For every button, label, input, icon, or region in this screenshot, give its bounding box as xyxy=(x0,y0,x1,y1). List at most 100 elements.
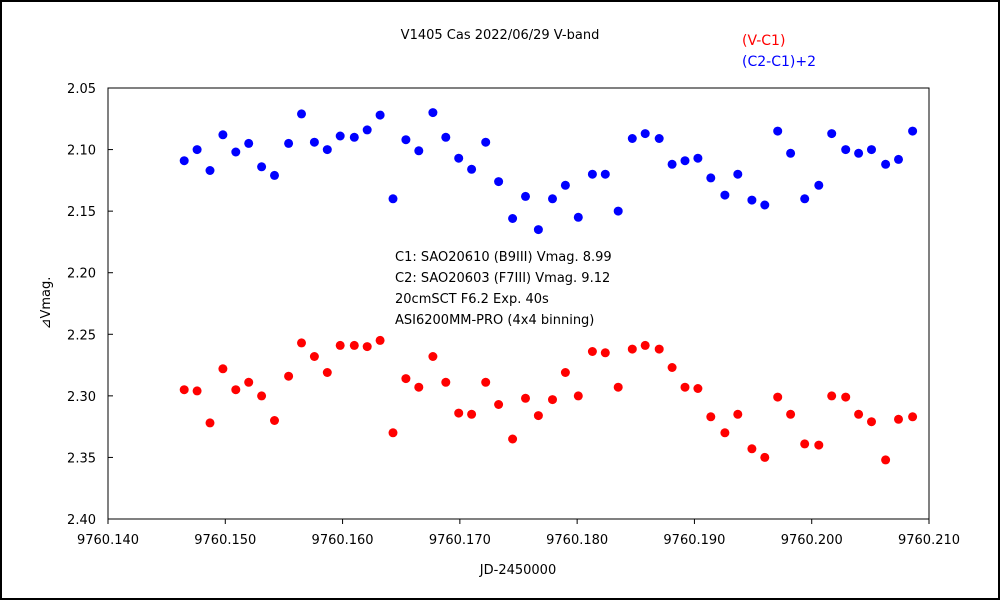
data-point xyxy=(362,342,372,352)
data-point xyxy=(322,145,332,155)
data-point xyxy=(297,109,306,119)
x-tick-label: 9760.150 xyxy=(194,533,256,548)
data-point xyxy=(881,455,891,465)
annotation-c1: C1: SAO20610 (B9III) Vmag. 8.99 xyxy=(395,250,612,265)
data-point xyxy=(814,440,824,450)
data-point xyxy=(231,147,241,157)
data-point xyxy=(388,428,398,438)
data-point xyxy=(800,439,810,449)
data-point xyxy=(640,340,650,350)
data-point xyxy=(760,452,770,462)
data-point xyxy=(814,180,824,190)
data-point xyxy=(388,194,398,204)
data-point xyxy=(441,132,451,142)
data-point xyxy=(257,162,267,172)
data-point xyxy=(800,194,810,204)
data-point xyxy=(881,159,891,169)
data-point xyxy=(179,156,189,166)
data-point xyxy=(786,409,796,419)
data-point xyxy=(654,134,664,143)
data-point xyxy=(428,352,438,361)
data-point xyxy=(257,391,267,401)
data-point xyxy=(349,132,359,142)
data-points xyxy=(179,108,918,465)
x-tick-label: 9760.140 xyxy=(77,533,139,548)
data-point xyxy=(335,131,345,141)
data-point xyxy=(218,364,228,374)
data-point xyxy=(627,344,637,354)
x-tick-label: 9760.160 xyxy=(312,533,374,548)
x-tick-label: 9760.200 xyxy=(781,533,843,548)
annotation-camera: ASI6200MM-PRO (4x4 binning) xyxy=(395,313,594,328)
data-point xyxy=(192,145,202,155)
x-tick-labels: 9760.140 9760.150 9760.160 9760.170 9760.180… xyxy=(77,533,960,548)
data-point xyxy=(600,348,610,358)
data-point xyxy=(414,382,424,392)
data-point xyxy=(218,130,228,140)
data-point xyxy=(533,411,543,421)
data-point xyxy=(401,374,411,384)
annotation-c2: C2: SAO20603 (F7III) Vmag. 9.12 xyxy=(395,271,610,286)
data-point xyxy=(587,169,597,179)
data-point xyxy=(454,153,464,163)
data-point xyxy=(894,154,903,164)
y-axis-label: ⊿Vmag. xyxy=(39,277,54,330)
data-point xyxy=(508,434,518,444)
data-point xyxy=(720,190,730,200)
series-c2-c1 xyxy=(179,108,918,235)
annotation-telescope: 20cmSCT F6.2 Exp. 40s xyxy=(395,292,549,307)
data-point xyxy=(600,169,610,179)
data-point xyxy=(640,129,650,139)
data-point xyxy=(720,428,730,438)
data-point xyxy=(362,125,372,135)
y-tick-label: 2.10 xyxy=(67,144,96,159)
data-point xyxy=(894,414,903,424)
data-point xyxy=(494,177,504,187)
plot-area xyxy=(107,87,930,520)
data-point xyxy=(680,382,690,392)
data-point xyxy=(613,206,623,216)
data-point xyxy=(375,335,385,345)
data-point xyxy=(706,173,716,183)
data-point xyxy=(309,352,319,361)
data-point xyxy=(481,137,491,147)
data-point xyxy=(521,191,530,201)
data-point xyxy=(284,138,294,148)
y-tick-label: 2.40 xyxy=(67,513,96,528)
data-point xyxy=(908,412,918,422)
y-tick-label: 2.30 xyxy=(67,390,96,405)
y-tick-labels: 2.05 2.10 2.15 2.20 2.25 2.30 2.35 2.40 xyxy=(67,82,96,528)
data-point xyxy=(335,340,345,350)
data-point xyxy=(270,416,279,425)
data-point xyxy=(192,386,202,396)
legend-entry-c2-c1: (C2-C1)+2 xyxy=(742,54,816,70)
data-point xyxy=(231,385,241,395)
data-point xyxy=(454,408,464,418)
data-point xyxy=(205,166,215,175)
data-point xyxy=(270,170,279,180)
data-point xyxy=(349,340,359,350)
x-axis-label: JD-2450000 xyxy=(479,563,556,578)
data-point xyxy=(867,145,876,155)
data-point xyxy=(667,159,677,169)
y-tick-label: 2.35 xyxy=(67,451,96,466)
data-point xyxy=(467,409,477,419)
data-point xyxy=(587,347,597,356)
data-point xyxy=(786,148,796,158)
data-point xyxy=(827,129,837,139)
data-point xyxy=(441,377,451,387)
data-point xyxy=(773,392,783,402)
data-point xyxy=(841,145,851,155)
data-point xyxy=(375,110,385,120)
data-point xyxy=(747,444,757,454)
data-point xyxy=(533,225,543,235)
data-point xyxy=(481,377,491,387)
x-tick-label: 9760.170 xyxy=(429,533,491,548)
series-v-c1 xyxy=(179,335,918,465)
x-tick-label: 9760.180 xyxy=(546,533,608,548)
data-point xyxy=(747,195,757,205)
data-point xyxy=(867,417,876,427)
data-point xyxy=(654,344,664,354)
data-point xyxy=(760,200,770,210)
y-tick-label: 2.15 xyxy=(67,205,96,220)
